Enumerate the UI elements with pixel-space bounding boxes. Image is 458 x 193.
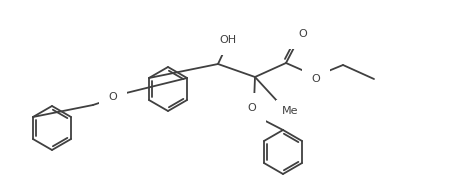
Text: OH: OH [219,35,237,45]
Text: O: O [109,92,117,102]
Text: Me: Me [282,106,299,116]
Text: O: O [311,74,321,84]
Text: O: O [248,103,256,113]
Text: O: O [299,29,307,39]
